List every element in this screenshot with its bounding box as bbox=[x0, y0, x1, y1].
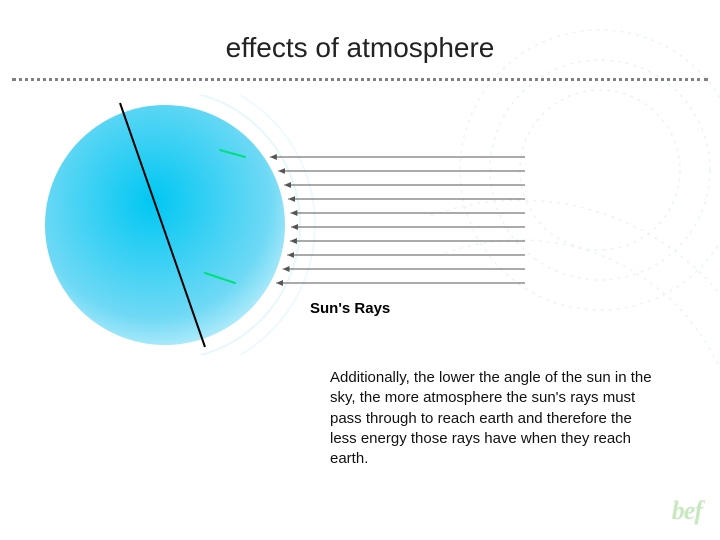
body-text: Additionally, the lower the angle of the… bbox=[330, 368, 660, 469]
suns-rays-label: Sun's Rays bbox=[310, 300, 390, 317]
page-title: effects of atmosphere bbox=[0, 32, 720, 64]
divider-dotted bbox=[12, 78, 708, 81]
brand-logo: bef bbox=[672, 496, 702, 526]
slide: effects of atmosphere Sun's Rays Additio… bbox=[0, 0, 720, 540]
diagram-svg: Sun's Rays bbox=[30, 95, 530, 355]
atmosphere-diagram: Sun's Rays bbox=[30, 95, 530, 355]
